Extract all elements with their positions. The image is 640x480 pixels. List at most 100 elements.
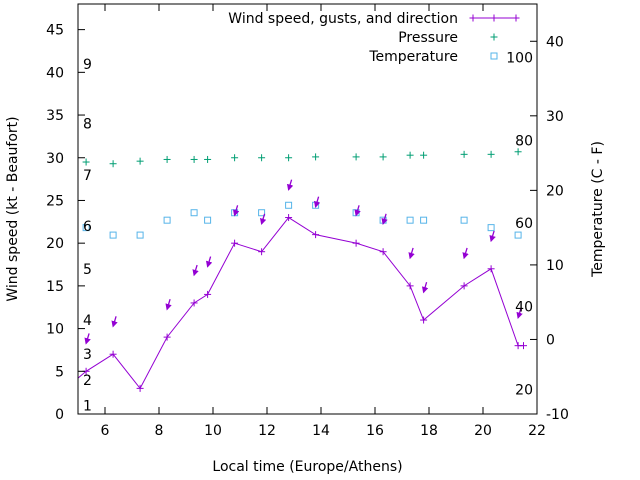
y-tick-label: 5: [55, 364, 64, 380]
x-tick-label: 12: [258, 423, 276, 439]
legend-temperature-swatch: [490, 52, 498, 60]
wind-gust-arrow: [462, 247, 469, 260]
temperature-point: [190, 209, 198, 217]
pressure-point: [190, 155, 198, 163]
wind-speed-point: [487, 265, 495, 273]
y-tick-label: 10: [46, 322, 64, 338]
y-tick-label: 45: [46, 23, 64, 39]
legend-label: Wind speed, gusts, and direction: [228, 11, 458, 27]
wind-speed-point: [406, 282, 414, 290]
wind-gust-arrow: [489, 230, 496, 243]
wind-gust-arrow: [408, 247, 415, 260]
beaufort-label: 3: [83, 347, 92, 363]
y-axis-label: Wind speed (kt - Beaufort): [5, 116, 21, 301]
wind-speed-point: [420, 316, 428, 324]
wind-gust-arrow: [84, 333, 91, 345]
beaufort-label: 7: [83, 168, 92, 184]
pressure-point: [406, 151, 414, 159]
wind-speed-point: [460, 282, 468, 290]
beaufort-label: 4: [83, 313, 92, 329]
temperature-point: [136, 231, 144, 239]
temperature-point: [82, 224, 90, 232]
wind-gust-arrow: [313, 196, 321, 208]
wind-speed-point: [312, 231, 320, 239]
legend: Wind speed, gusts, and direction Pressure…: [228, 11, 520, 65]
pressure-point: [379, 153, 387, 161]
fahrenheit-label: 40: [515, 300, 533, 316]
x-tick-label: 6: [101, 423, 110, 439]
pressure-point: [163, 155, 171, 163]
y-tick-label: 15: [46, 279, 64, 295]
x-tick-label: 22: [528, 423, 546, 439]
wind-gust-arrow: [232, 205, 240, 217]
y2-tick-label: 10: [546, 258, 564, 274]
plot-area-border: [77, 3, 538, 415]
wind-speed-point: [285, 214, 293, 222]
beaufort-label: 2: [83, 373, 92, 389]
pressure-point: [285, 154, 293, 162]
legend-pressure-swatch: [490, 33, 498, 41]
temperature-point: [109, 231, 117, 239]
temperature-point: [258, 209, 266, 217]
y2-tick-label: 30: [546, 109, 564, 125]
y2-tick-label: -10: [546, 407, 569, 423]
y-tick-label: 40: [46, 65, 64, 81]
wind-gust-arrow: [516, 307, 523, 320]
wind-gust-arrow: [165, 299, 172, 311]
wind-gust-arrow: [381, 213, 388, 226]
pressure-point: [487, 150, 495, 158]
x-tick-label: 8: [155, 423, 164, 439]
y-tick-label: 25: [46, 193, 64, 209]
temperature-point: [406, 216, 414, 224]
wind-gust-arrow: [286, 179, 294, 191]
wind-gust-arrow: [354, 205, 361, 217]
beaufort-label: 1: [83, 398, 92, 414]
y-tick-label: 35: [46, 108, 64, 124]
wind-speed-point: [190, 299, 198, 307]
wind-gust-arrow: [205, 256, 213, 268]
legend-label: Temperature: [368, 49, 458, 65]
pressure-point: [136, 157, 144, 165]
temperature-point: [204, 216, 212, 224]
y-tick-label: 0: [55, 407, 64, 423]
beaufort-label: 5: [83, 262, 92, 278]
x-tick-label: 20: [474, 423, 492, 439]
fahrenheit-label: 20: [515, 382, 533, 398]
wind-speed-point: [109, 350, 117, 358]
beaufort-label: 6: [83, 219, 92, 235]
y2-tick-label: 0: [546, 332, 555, 348]
x-tick-label: 18: [420, 423, 438, 439]
legend-label: Pressure: [398, 30, 458, 46]
temperature-point: [514, 231, 522, 239]
fahrenheit-label: 100: [506, 51, 533, 67]
y2-tick-label: 40: [546, 34, 564, 50]
wind-gust-arrow: [421, 281, 429, 294]
legend-wind-swatch-mid: [490, 14, 498, 22]
legend-wind-swatch-end: [512, 14, 520, 22]
pressure-point: [420, 151, 428, 159]
wind-speed-point: [204, 290, 212, 298]
wind-speed-point: [136, 384, 144, 392]
beaufort-label: 9: [83, 57, 92, 73]
x-tick-label: 16: [366, 423, 384, 439]
fahrenheit-label: 60: [515, 216, 533, 232]
pressure-point: [82, 158, 90, 166]
y2-axis-label: Temperature (C - F): [590, 141, 606, 278]
x-tick-label: 14: [312, 423, 330, 439]
legend-wind-swatch-end: [469, 14, 477, 22]
wind-gust-arrow: [111, 316, 118, 328]
wind-speed-point: [520, 342, 527, 350]
temperature-point: [487, 224, 495, 232]
beaufort-label: 8: [83, 117, 92, 133]
wind-speed-point: [163, 333, 171, 341]
temperature-point: [285, 201, 293, 209]
temperature-point: [420, 216, 428, 224]
pressure-point: [258, 154, 266, 162]
fahrenheit-label: 80: [515, 133, 533, 149]
pressure-point: [204, 155, 212, 163]
wind-speed-point: [352, 239, 360, 247]
y-tick-label: 30: [46, 151, 64, 167]
temperature-point: [460, 216, 468, 224]
wind-speed-point: [258, 248, 266, 256]
y-tick-label: 20: [46, 236, 64, 252]
